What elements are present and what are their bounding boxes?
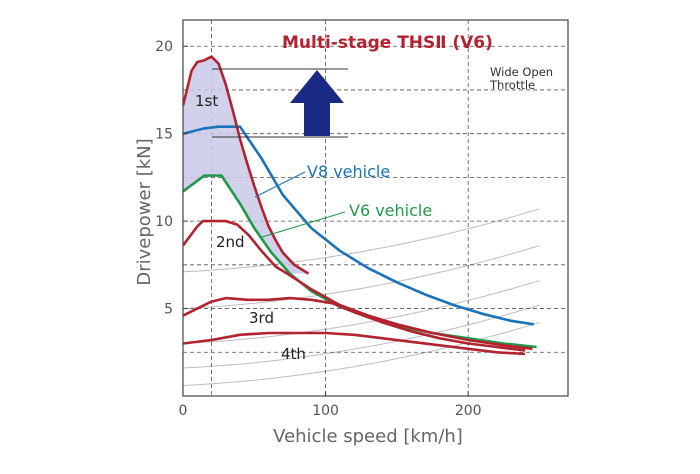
- gear-label-1st: 1st: [195, 92, 218, 110]
- y-tick-label: 10: [155, 214, 173, 230]
- y-tick-label: 20: [155, 39, 173, 55]
- gear-line-1st: [183, 55, 310, 275]
- y-tick-label: 15: [155, 127, 173, 143]
- curves: [183, 55, 537, 356]
- gear-line-4th: [183, 331, 526, 356]
- road-load-curve: [183, 280, 540, 344]
- up-arrow-icon: [290, 70, 344, 136]
- series-label-v8: V8 vehicle: [307, 162, 390, 181]
- gear-line-2nd: [183, 219, 533, 351]
- gear-line-3rd: [183, 296, 526, 352]
- road-load-curve: [183, 304, 540, 369]
- road-load-curve: [183, 208, 540, 273]
- v8-leader-line: [254, 171, 306, 198]
- wot-note: Wide Open Throttle: [489, 65, 553, 92]
- gear-label-4th: 4th: [281, 345, 306, 363]
- x-axis-title: Vehicle speed [km/h]: [273, 426, 463, 447]
- gear-label-3rd: 3rd: [249, 309, 274, 327]
- v6-leader-line: [261, 211, 346, 238]
- axis-ticks: 0 100 200 5 10 15 20: [155, 39, 481, 419]
- grid: [183, 20, 568, 396]
- road-load-curve: [183, 245, 540, 310]
- x-tick-label: 200: [455, 403, 482, 419]
- y-axis-title: Drivepower [kN]: [134, 138, 155, 285]
- boost-shaded-area: [183, 56, 309, 274]
- series-label-v6: V6 vehicle: [349, 201, 432, 220]
- boost-indicator: [212, 68, 348, 138]
- chart-title: Multi-stage THSⅡ (V6): [282, 33, 493, 53]
- x-tick-label: 0: [179, 403, 188, 419]
- series-line-v8: [183, 125, 534, 326]
- plot-border: [182, 19, 569, 397]
- x-tick-label: 100: [312, 403, 339, 419]
- gear-label-2nd: 2nd: [216, 233, 245, 251]
- y-tick-label: 5: [164, 302, 173, 318]
